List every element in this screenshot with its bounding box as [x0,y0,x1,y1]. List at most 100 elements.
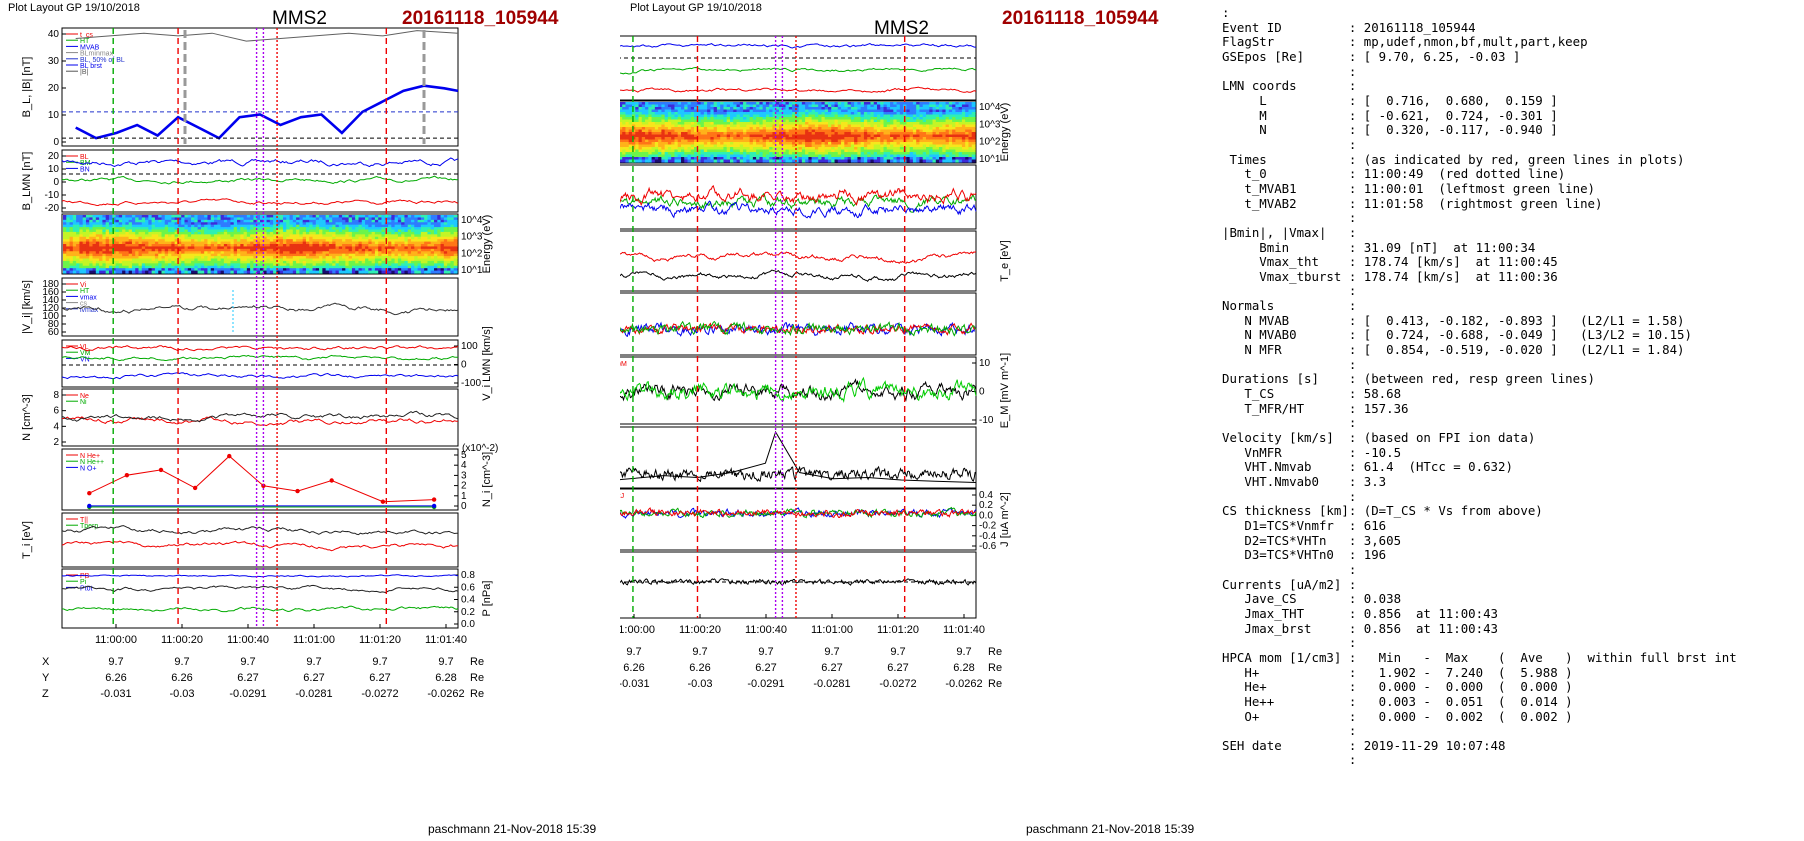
left-ion-spectrogram-cell [447,251,452,255]
left-ion-spectrogram-cell [450,234,455,238]
left-ion-spectrogram-cell [299,215,304,219]
left-ion-spectrogram-cell [171,234,176,238]
left-ion-spectrogram-cell [194,268,199,272]
middle-electron-spectrogram-cell [694,132,698,136]
left-ion-spectrogram-cell [227,270,232,274]
middle-electron-spectrogram-cell [625,147,630,151]
left-ion-spectrogram-cell [450,251,455,255]
left-ion-spectrogram-cell [95,246,100,250]
left-ion-spectrogram-cell [411,222,415,226]
left-ion-spectrogram-cell [420,246,425,250]
left-ion-spectrogram-cell [246,265,251,269]
middle-ytick-label: 0.4 [979,490,993,501]
left-ion-spectrogram-cell [118,217,123,221]
middle-electron-spectrogram-cell [703,159,708,163]
left-ion-spectrogram-cell [397,263,402,267]
left-ion-spectrogram-cell [292,229,297,233]
left-ion-spectrogram-cell [427,229,432,233]
left-ion-spectrogram-cell [210,215,215,219]
left-ylabel: T_i [eV] [21,521,33,559]
middle-electron-spectrogram-cell [694,142,698,146]
middle-electron-spectrogram-cell [664,137,669,141]
middle-electron-spectrogram-cell [788,122,793,126]
middle-electron-spectrogram-cell [762,147,767,151]
left-ion-spectrogram-cell [378,268,383,272]
middle-electron-spectrogram-cell [801,149,806,153]
middle-electron-spectrogram-cell [707,119,711,123]
middle-electron-spectrogram-cell [664,124,669,128]
left-ion-spectrogram-cell [299,229,304,233]
left-legend-label: BL, 50% of BL [80,57,125,64]
left-hpca-point [87,491,92,496]
left-ion-spectrogram-cell [174,248,179,252]
left-ion-spectrogram-cell [443,231,448,235]
left-ion-spectrogram-cell [378,263,383,267]
left-ion-spectrogram-cell [348,215,353,219]
middle-electron-spectrogram-cell [684,117,689,121]
left-ion-spectrogram-cell [440,224,445,228]
middle-electron-spectrogram-cell [785,149,790,153]
middle-electron-spectrogram-cell [788,102,793,106]
left-ion-spectrogram-cell [217,239,222,243]
middle-electron-spectrogram-cell [808,147,813,151]
left-ion-spectrogram-cell [92,260,97,264]
middle-electron-spectrogram-cell [651,129,656,133]
middle-electron-spectrogram-cell [759,109,764,113]
left-ion-spectrogram-cell [411,253,415,257]
left-ion-spectrogram-cell [220,231,225,235]
middle-electron-spectrogram-cell [805,142,809,146]
left-ion-spectrogram-cell [66,246,71,250]
left-ion-spectrogram-cell [394,248,399,252]
left-ion-spectrogram-cell [145,253,149,257]
left-ion-spectrogram-cell [355,265,360,269]
left-ion-spectrogram-cell [374,229,379,233]
middle-ephem-value: 9.7 [758,646,773,658]
left-ion-spectrogram-cell [207,215,212,219]
left-ion-spectrogram-cell [99,251,103,255]
left-ion-spectrogram-cell [187,246,192,250]
left-ion-spectrogram-cell [260,217,264,221]
middle-electron-spectrogram-cell [651,114,656,118]
left-ion-spectrogram-cell [128,229,133,233]
left-ion-spectrogram-cell [401,219,406,223]
left-ion-spectrogram-cell [430,263,435,267]
middle-electron-spectrogram-cell [697,142,702,146]
middle-electron-spectrogram-cell [703,144,708,148]
left-ion-spectrogram-cell [214,263,218,267]
left-ion-spectrogram-cell [230,256,235,260]
left-ion-spectrogram-cell [351,253,356,257]
left-ion-spectrogram-cell [135,265,140,269]
left-ion-spectrogram-cell [282,231,287,235]
left-ion-spectrogram-cell [420,260,425,264]
middle-electron-spectrogram-cell [661,129,666,133]
left-ion-spectrogram-cell [269,224,274,228]
middle-electron-spectrogram-cell [743,114,747,118]
middle-electron-spectrogram-cell [733,129,738,133]
left-ion-spectrogram-cell [85,229,90,233]
left-ion-spectrogram-cell [273,270,278,274]
middle-electron-spectrogram-cell [743,137,747,141]
left-ion-spectrogram-cell [309,246,314,250]
middle-electron-spectrogram-cell [752,157,757,161]
left-ion-spectrogram-cell [397,253,402,257]
middle-electron-spectrogram-cell [703,129,708,133]
left-ion-spectrogram-cell [204,246,209,250]
middle-electron-spectrogram-cell [697,149,702,153]
left-ytick-label: 0.4 [461,595,475,606]
left-ion-spectrogram-cell [125,224,130,228]
left-ion-spectrogram-cell [453,234,458,238]
left-ion-spectrogram-cell [161,224,166,228]
left-ion-spectrogram-cell [108,246,113,250]
left-ion-spectrogram-cell [240,248,245,252]
left-ion-spectrogram-cell [434,253,438,257]
middle-electron-spectrogram-cell [811,119,816,123]
left-ion-spectrogram-cell [154,260,159,264]
left-ion-spectrogram-cell [227,241,232,245]
left-ion-spectrogram-cell [411,227,415,231]
left-ion-spectrogram-cell [315,265,320,269]
middle-electron-spectrogram-cell [716,137,721,141]
left-ion-spectrogram-cell [158,236,163,240]
left-ion-spectrogram-cell [358,260,363,264]
left-ion-spectrogram-cell [135,270,140,274]
middle-electron-spectrogram-cell [743,104,747,108]
